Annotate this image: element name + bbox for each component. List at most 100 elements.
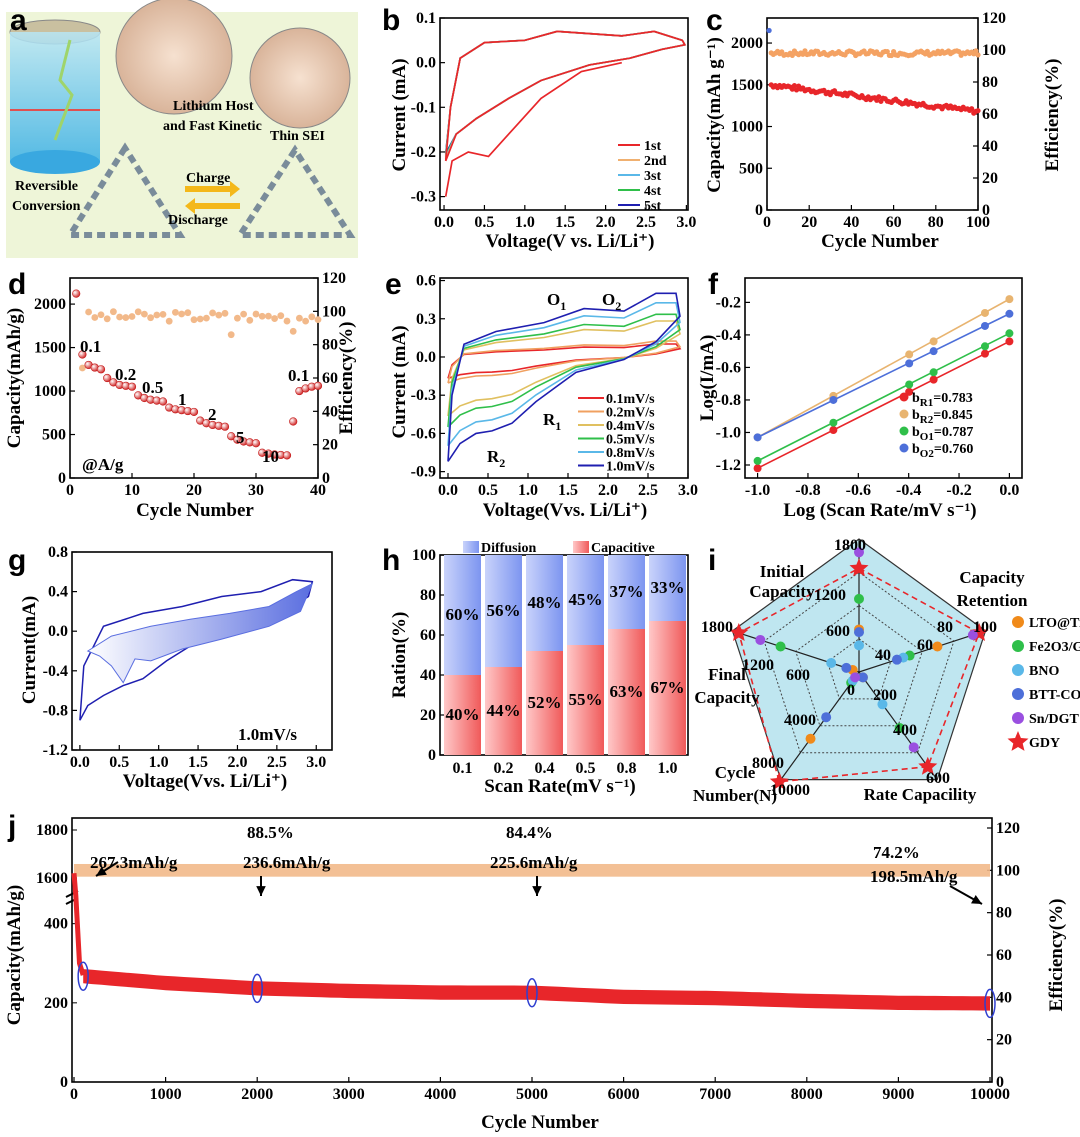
legend-marker xyxy=(1012,664,1024,676)
cv-curve-0.4mV/s xyxy=(447,320,681,417)
y2-axis-label: Efficiency(%) xyxy=(1046,899,1067,1012)
data-point xyxy=(1005,337,1014,346)
radar-tick-label: 400 xyxy=(893,722,917,739)
efficiency-point xyxy=(203,314,210,322)
material-point xyxy=(894,722,905,733)
data-point xyxy=(753,433,762,442)
bar-capacitive xyxy=(444,675,481,755)
data-point xyxy=(1005,329,1014,338)
x-tick-label: 1.0 xyxy=(515,214,535,231)
legend-label: GDY xyxy=(1029,736,1060,751)
y-tick-label: 400 xyxy=(44,916,68,933)
radar-axis-label: Capacity xyxy=(694,688,760,707)
data-point xyxy=(829,418,838,427)
efficiency-point xyxy=(888,52,895,59)
legend-label: BNO xyxy=(1029,664,1059,679)
panel-g-capacitive-cv: 0.0 0.5 1.0 1.5 2.0 2.5 3.0 0.8 0.4 0.0 -0.4 -0.8 -1… xyxy=(8,544,333,792)
capacity-point xyxy=(189,407,199,417)
rate-label: 0.2 xyxy=(115,365,136,384)
discharge-arrow xyxy=(185,198,240,214)
panel-a-schematic: Lithium Host and Fast Kinetic Thin SEI R… xyxy=(6,0,358,258)
x-tick-label: 2.5 xyxy=(638,482,658,499)
annotation-arrow-head xyxy=(971,894,982,904)
efficiency-point xyxy=(252,310,260,318)
x-tick-label: 0 xyxy=(70,1086,78,1103)
x-tick-label: 1000 xyxy=(150,1086,182,1103)
y-axis-label: Capacity(mAh g⁻¹) xyxy=(704,37,725,193)
legend-label: bR1=0.783 xyxy=(912,391,973,409)
capacity-point xyxy=(969,106,975,112)
radar-axis-label: Capacity xyxy=(959,568,1025,587)
radar-axis xyxy=(732,630,860,673)
x-axis-label: Scan Rate(mV s⁻¹) xyxy=(484,776,636,797)
y-tick-label: 0.0 xyxy=(48,623,68,640)
y-tick-label: 0 xyxy=(996,1074,1004,1091)
y-tick-label: 120 xyxy=(322,270,346,287)
radar-tick-label: 80 xyxy=(937,619,953,636)
y-tick-label: -0.2 xyxy=(411,144,436,161)
material-point xyxy=(854,593,864,604)
y-tick-label: -0.9 xyxy=(411,464,436,481)
legend-label: Capacitive xyxy=(591,541,655,556)
cv-curve-5st xyxy=(444,30,687,155)
label-lithium-host: Lithium Host xyxy=(173,99,254,114)
efficiency-point xyxy=(110,308,117,316)
bar-label-capacitive: 67% xyxy=(651,678,685,697)
capacity-point xyxy=(282,451,292,460)
y-tick-label: 20 xyxy=(420,707,436,724)
efficiency-point xyxy=(196,315,204,323)
panel-d-rate: 0 10 20 30 400500100015002000020406080100120… xyxy=(4,268,357,521)
y-tick-label: 500 xyxy=(42,427,66,444)
legend-label: 0.1mV/s xyxy=(606,392,655,407)
x-tick-label: 0.0 xyxy=(438,482,458,499)
data-point xyxy=(980,342,989,351)
cv-curve-4st xyxy=(444,30,687,156)
x-tick-label: 0.8 xyxy=(617,760,637,777)
efficiency-point xyxy=(103,315,111,323)
x-tick-label: -0.6 xyxy=(846,482,871,499)
material-point xyxy=(967,630,978,641)
radar-axis-label: Final xyxy=(708,665,746,684)
efficiency-point xyxy=(97,311,105,319)
fit-line xyxy=(757,298,1010,439)
x-tick-label: 1.5 xyxy=(555,214,575,231)
capacity-point xyxy=(78,350,87,359)
x-axis-label: Log (Scan Rate/mV s⁻¹) xyxy=(783,500,976,521)
legend-label: BTT-COF xyxy=(1029,688,1080,703)
x-tick-label: -0.2 xyxy=(946,482,971,499)
y-tick-label: -0.1 xyxy=(411,99,436,116)
radar-grid xyxy=(826,638,892,700)
x-tick-label: 60 xyxy=(886,214,902,231)
x-tick-label: 1.5 xyxy=(188,754,208,771)
capacity-point xyxy=(227,432,236,441)
material-point xyxy=(854,627,864,638)
efficiency-point xyxy=(277,312,285,320)
y-tick-label: 80 xyxy=(996,905,1012,922)
capacity-point xyxy=(313,381,323,390)
y-tick-label: 40 xyxy=(322,403,338,420)
y-tick-label: 60 xyxy=(996,947,1012,964)
x-tick-label: 80 xyxy=(928,214,944,231)
efficiency-point xyxy=(153,311,161,319)
efficiency-point xyxy=(296,314,303,322)
x-tick-label: 40 xyxy=(310,482,326,499)
capacity-initial-drop xyxy=(71,872,86,976)
efficiency-point xyxy=(147,314,155,322)
efficiency-point xyxy=(289,327,297,335)
panel-letter-i: i xyxy=(708,544,716,577)
plot-frame xyxy=(439,277,689,479)
radar-tick-label: 40 xyxy=(875,647,891,664)
legend-marker xyxy=(1012,616,1024,628)
y-tick-label: -1.0 xyxy=(716,424,741,441)
capacity-point xyxy=(876,94,882,100)
radar-axis xyxy=(780,671,860,780)
efficiency-point xyxy=(314,316,322,324)
capacity-point xyxy=(766,27,772,34)
efficiency-point xyxy=(227,331,235,339)
legend-label: LTO@TiC xyxy=(1029,616,1080,631)
graphdiyne-framework-left xyxy=(64,142,186,238)
annotation-retention: 88.5% xyxy=(247,823,294,842)
radar-tick-label: 200 xyxy=(873,687,897,704)
y-axis-label: Current (mA) xyxy=(389,325,410,438)
x-tick-label: 6000 xyxy=(608,1086,640,1103)
